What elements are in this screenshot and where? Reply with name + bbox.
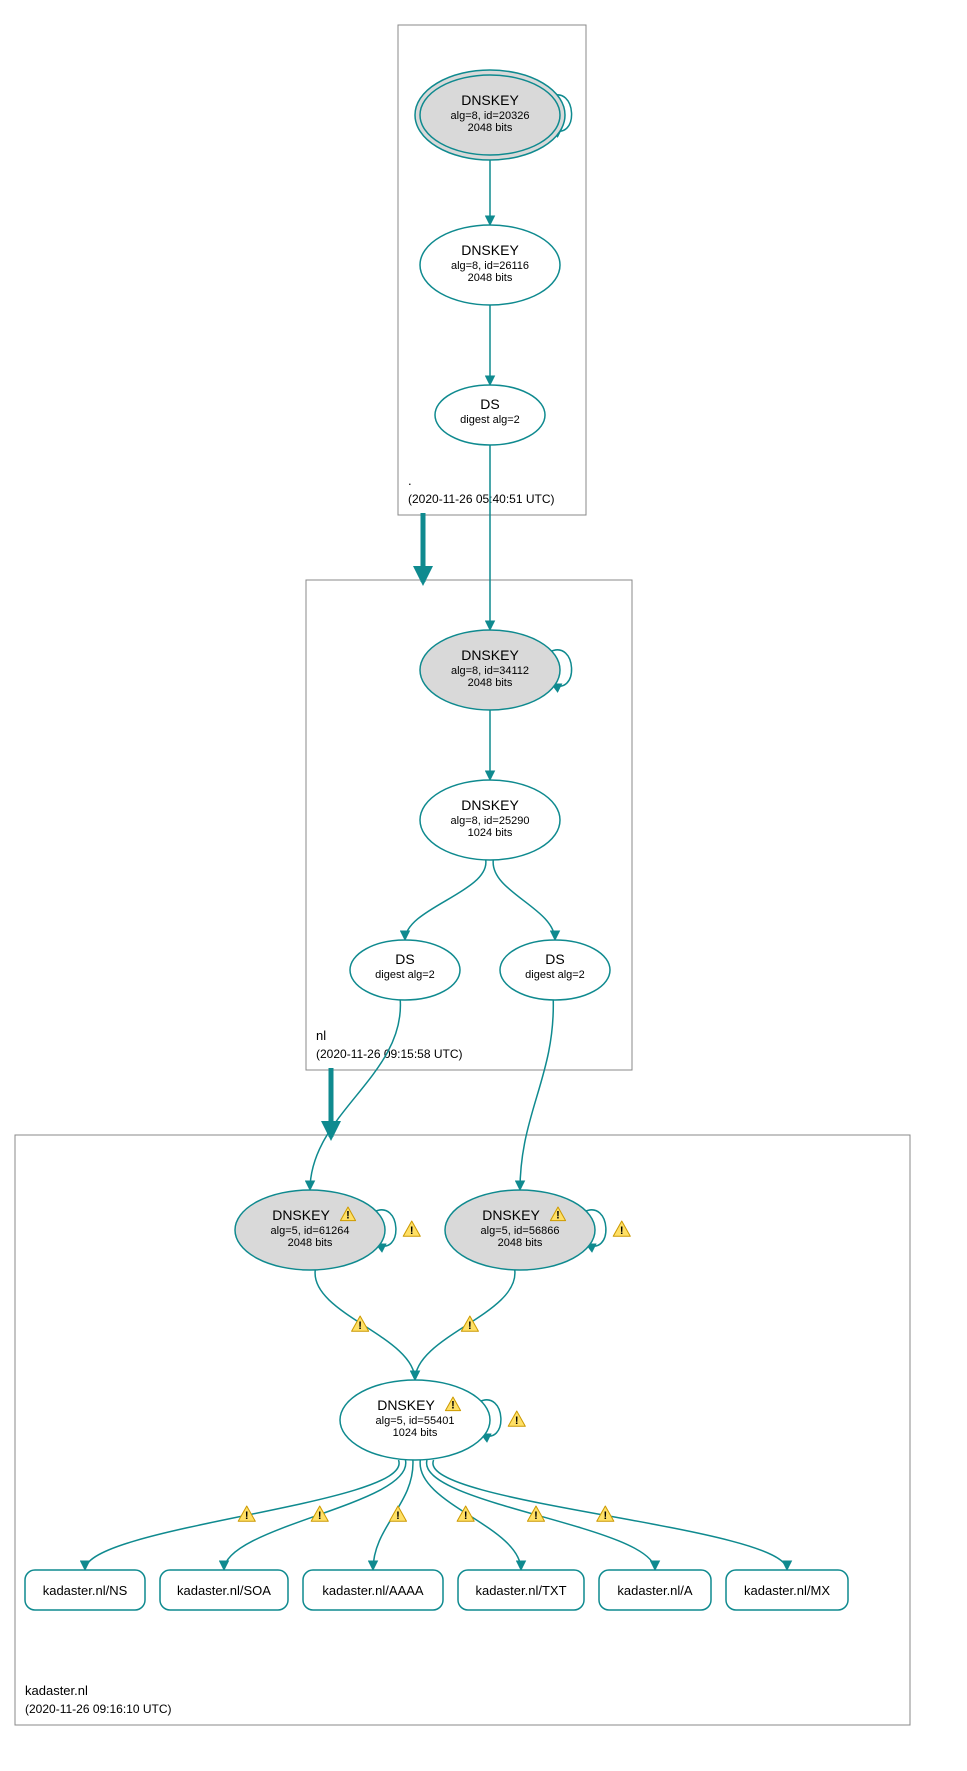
record-label: kadaster.nl/TXT <box>475 1583 566 1598</box>
node-n9: DNSKEY! alg=5, id=568662048 bits <box>445 1190 595 1270</box>
warning-icon: ! <box>318 1510 322 1522</box>
node-r3: kadaster.nl/AAAA <box>303 1570 443 1610</box>
edge-n7-n9 <box>520 1000 553 1190</box>
warning-icon: ! <box>464 1510 468 1522</box>
record-label: kadaster.nl/SOA <box>177 1583 271 1598</box>
warning-icon: ! <box>358 1320 362 1332</box>
node-n6: DS digest alg=2 <box>350 940 460 1000</box>
node-detail-1: alg=5, id=56866 <box>481 1225 560 1237</box>
record-label: kadaster.nl/NS <box>43 1583 128 1598</box>
node-detail-2: 2048 bits <box>468 122 513 134</box>
record-label: kadaster.nl/A <box>617 1583 692 1598</box>
node-title: DS <box>480 396 499 412</box>
node-detail-1: alg=8, id=34112 <box>451 665 529 677</box>
zone-timestamp-kadaster: (2020-11-26 09:16:10 UTC) <box>25 1702 172 1716</box>
node-detail-2: 1024 bits <box>393 1427 438 1439</box>
record-label: kadaster.nl/AAAA <box>322 1583 423 1598</box>
node-title: DNSKEY <box>482 1207 540 1223</box>
node-title: DNSKEY <box>461 797 519 813</box>
zone-label-root: . <box>408 473 412 488</box>
node-title: DNSKEY <box>461 242 519 258</box>
node-n3: DS digest alg=2 <box>435 385 545 445</box>
node-title: DNSKEY <box>461 92 519 108</box>
node-title: DNSKEY <box>272 1207 330 1223</box>
warning-icon: ! <box>468 1320 472 1332</box>
selfloop-warn-n8: ! <box>403 1221 420 1237</box>
node-detail-1: alg=8, id=25290 <box>451 815 530 827</box>
node-n5: DNSKEY alg=8, id=252901024 bits <box>420 780 560 860</box>
node-detail-2: 2048 bits <box>288 1237 333 1249</box>
warning-icon: ! <box>556 1210 560 1222</box>
selfloop-warn-n9: ! <box>613 1221 630 1237</box>
warning-icon: ! <box>346 1210 350 1222</box>
node-detail-2: 2048 bits <box>468 272 513 284</box>
node-n2: DNSKEY alg=8, id=261162048 bits <box>420 225 560 305</box>
warning-icon: ! <box>534 1510 538 1522</box>
edge-warn-n10-r3: ! <box>389 1506 406 1522</box>
node-detail-1: digest alg=2 <box>375 969 435 981</box>
node-n7: DS digest alg=2 <box>500 940 610 1000</box>
warning-icon: ! <box>245 1510 249 1522</box>
node-detail-2: 2048 bits <box>468 677 513 689</box>
node-title: DS <box>545 951 564 967</box>
dnssec-diagram: . (2020-11-26 05:40:51 UTC) nl (2020-11-26 … <box>0 0 967 1766</box>
zone-label-nl: nl <box>316 1028 326 1043</box>
node-r6: kadaster.nl/MX <box>726 1570 848 1610</box>
node-detail-1: digest alg=2 <box>460 414 520 426</box>
warning-icon: ! <box>515 1415 519 1427</box>
zone-label-kadaster: kadaster.nl <box>25 1683 88 1698</box>
node-n4: DNSKEY alg=8, id=341122048 bits <box>420 630 560 710</box>
node-title: DNSKEY <box>461 647 519 663</box>
node-r5: kadaster.nl/A <box>599 1570 711 1610</box>
node-r2: kadaster.nl/SOA <box>160 1570 288 1610</box>
record-label: kadaster.nl/MX <box>744 1583 830 1598</box>
node-title: DS <box>395 951 414 967</box>
node-n10: DNSKEY! alg=5, id=554011024 bits <box>340 1380 490 1460</box>
warning-icon: ! <box>396 1510 400 1522</box>
node-r1: kadaster.nl/NS <box>25 1570 145 1610</box>
selfloop-warn-n10: ! <box>508 1411 525 1427</box>
node-detail-1: digest alg=2 <box>525 969 585 981</box>
zone-timestamp-root: (2020-11-26 05:40:51 UTC) <box>408 492 555 506</box>
edge-warn-n10-r2: ! <box>311 1506 328 1522</box>
node-n8: DNSKEY! alg=5, id=612642048 bits <box>235 1190 385 1270</box>
node-title: DNSKEY <box>377 1397 435 1413</box>
warning-icon: ! <box>620 1225 624 1237</box>
node-detail-1: alg=8, id=26116 <box>451 260 529 272</box>
warning-icon: ! <box>451 1400 455 1412</box>
node-r4: kadaster.nl/TXT <box>458 1570 584 1610</box>
warning-icon: ! <box>603 1510 607 1522</box>
node-detail-2: 2048 bits <box>498 1237 543 1249</box>
edge-warn-n10-r5: ! <box>527 1506 544 1522</box>
node-detail-1: alg=5, id=61264 <box>271 1225 350 1237</box>
edge-n5-n6 <box>405 860 486 940</box>
node-detail-1: alg=8, id=20326 <box>451 110 530 122</box>
node-detail-1: alg=5, id=55401 <box>376 1415 455 1427</box>
edge-n5-n7 <box>493 860 555 940</box>
warning-icon: ! <box>410 1225 414 1237</box>
node-n1: DNSKEY alg=8, id=203262048 bits <box>415 70 565 160</box>
node-detail-2: 1024 bits <box>468 827 513 839</box>
